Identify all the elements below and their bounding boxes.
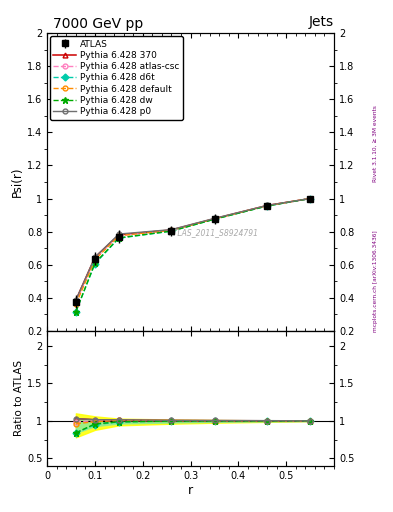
Text: ATLAS_2011_S8924791: ATLAS_2011_S8924791 [169,228,259,237]
Pythia 6.428 dw [212,216,217,222]
Pythia 6.428 p0 [265,202,270,208]
Pythia 6.428 370 [73,297,78,303]
Pythia 6.428 d6t [73,309,78,315]
Pythia 6.428 p0 [116,231,121,237]
Pythia 6.428 atlas-csc [93,256,97,262]
Pythia 6.428 d6t [212,216,217,222]
Y-axis label: Psi(r): Psi(r) [11,167,24,197]
Pythia 6.428 p0 [212,215,217,221]
Pythia 6.428 d6t [308,196,312,202]
Pythia 6.428 atlas-csc [116,232,121,239]
Text: 7000 GeV pp: 7000 GeV pp [53,17,143,31]
Pythia 6.428 d6t [93,261,97,267]
Pythia 6.428 p0 [93,254,97,260]
Text: Jets: Jets [309,15,334,29]
Pythia 6.428 atlas-csc [169,227,174,233]
Text: Rivet 3.1.10, ≥ 3M events: Rivet 3.1.10, ≥ 3M events [373,105,378,182]
Pythia 6.428 default [212,216,217,222]
Text: mcplots.cern.ch [arXiv:1306.3436]: mcplots.cern.ch [arXiv:1306.3436] [373,231,378,332]
Line: Pythia 6.428 atlas-csc: Pythia 6.428 atlas-csc [73,196,312,305]
Pythia 6.428 default [265,203,270,209]
Pythia 6.428 default [93,257,97,263]
Pythia 6.428 default [73,301,78,307]
Line: Pythia 6.428 p0: Pythia 6.428 p0 [73,196,312,303]
Legend: ATLAS, Pythia 6.428 370, Pythia 6.428 atlas-csc, Pythia 6.428 d6t, Pythia 6.428 : ATLAS, Pythia 6.428 370, Pythia 6.428 at… [50,36,183,120]
Pythia 6.428 dw [116,235,121,241]
Pythia 6.428 d6t [169,228,174,234]
Pythia 6.428 p0 [308,196,312,202]
Pythia 6.428 atlas-csc [73,300,78,306]
Pythia 6.428 370 [308,196,312,202]
Pythia 6.428 atlas-csc [212,216,217,222]
Pythia 6.428 d6t [265,203,270,209]
Pythia 6.428 atlas-csc [308,196,312,202]
X-axis label: r: r [188,483,193,497]
Pythia 6.428 dw [308,196,312,202]
Pythia 6.428 default [169,227,174,233]
Pythia 6.428 370 [169,227,174,233]
Pythia 6.428 default [308,196,312,202]
Pythia 6.428 p0 [169,226,174,232]
Pythia 6.428 dw [73,309,78,315]
Line: Pythia 6.428 d6t: Pythia 6.428 d6t [73,196,312,314]
Pythia 6.428 default [116,232,121,239]
Line: Pythia 6.428 default: Pythia 6.428 default [73,196,312,307]
Pythia 6.428 dw [93,260,97,266]
Line: Pythia 6.428 370: Pythia 6.428 370 [73,196,312,303]
Pythia 6.428 370 [116,232,121,238]
Pythia 6.428 d6t [116,235,121,241]
Pythia 6.428 370 [265,202,270,208]
Pythia 6.428 370 [93,254,97,260]
Pythia 6.428 dw [265,203,270,209]
Y-axis label: Ratio to ATLAS: Ratio to ATLAS [14,360,24,436]
Line: Pythia 6.428 dw: Pythia 6.428 dw [72,195,314,315]
Pythia 6.428 dw [169,228,174,234]
Pythia 6.428 p0 [73,297,78,303]
Pythia 6.428 atlas-csc [265,203,270,209]
Pythia 6.428 370 [212,216,217,222]
